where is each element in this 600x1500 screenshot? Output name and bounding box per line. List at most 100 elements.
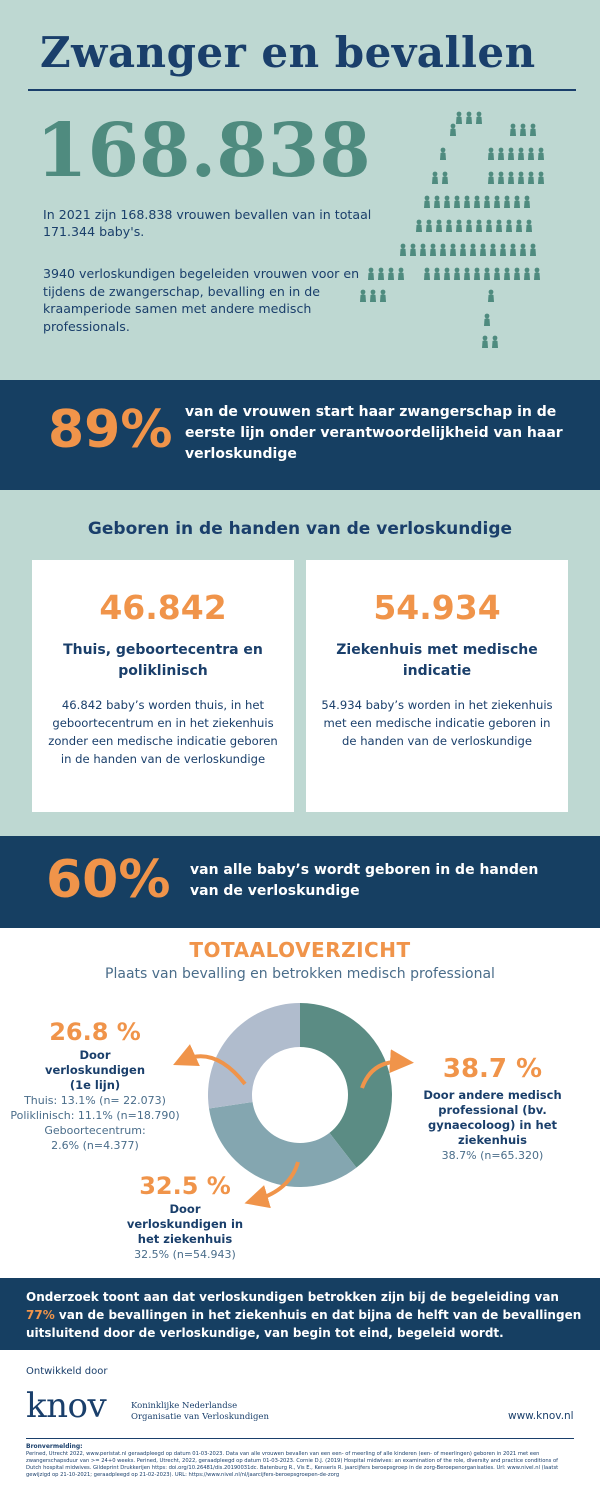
- donut-slice-2: [208, 1003, 300, 1109]
- figure-icon: [488, 171, 494, 184]
- label-detail: 38.7% (n=65.320): [441, 1149, 544, 1162]
- figure-icon: [378, 267, 384, 280]
- figure-icon: [526, 219, 532, 232]
- figure-icon: [494, 195, 500, 208]
- figure-icon: [482, 335, 488, 348]
- knov-logo: knov: [26, 1386, 107, 1426]
- figure-icon: [514, 267, 520, 280]
- figure-icon: [370, 289, 376, 302]
- figure-icon: [538, 171, 544, 184]
- figure-icon: [514, 195, 520, 208]
- header-section: [0, 0, 600, 380]
- overview-title: TOTAALOVERZICHT: [189, 938, 411, 962]
- figure-icon: [504, 267, 510, 280]
- figure-icon: [488, 147, 494, 160]
- developed-by: Ontwikkeld door: [26, 1366, 108, 1377]
- figure-icon: [534, 267, 540, 280]
- card-subtitle: Thuis, geboortecentra en poliklinisch: [63, 642, 263, 679]
- first-line-percent: 89%: [48, 400, 173, 460]
- figure-icon: [430, 243, 436, 256]
- figure-icon: [470, 243, 476, 256]
- figure-icon: [484, 267, 490, 280]
- figure-icon: [434, 267, 440, 280]
- figure-icon: [520, 123, 526, 136]
- figure-icon: [464, 195, 470, 208]
- figure-icon: [456, 111, 462, 124]
- card-hospital-birth: 54.934 Ziekenhuis met medische indicatie…: [306, 560, 568, 812]
- label-heading: Door verloskundigen (1e lijn): [44, 1048, 146, 1092]
- label-percent: 38.7 %: [442, 1054, 543, 1084]
- figure-icon: [520, 243, 526, 256]
- sources-heading: Bronvermelding:: [26, 1443, 83, 1450]
- figure-icon: [538, 147, 544, 160]
- figure-icon: [434, 195, 440, 208]
- figure-icon: [426, 219, 432, 232]
- figure-icon: [360, 289, 366, 302]
- first-line-band: [0, 380, 600, 490]
- donut-slice-0: [300, 1003, 393, 1168]
- label-percent: 32.5 %: [139, 1172, 231, 1200]
- label-detail: 32.5% (n=54.943): [134, 1248, 236, 1261]
- figure-icon: [466, 111, 472, 124]
- research-band: [0, 1278, 600, 1350]
- card-subtitle: Ziekenhuis met medische indicatie: [336, 642, 538, 679]
- figure-icon: [388, 267, 394, 280]
- figure-icon: [516, 219, 522, 232]
- card-description: 54.934 baby’s worden in het ziekenhuis m…: [321, 698, 553, 748]
- figure-icon: [424, 195, 430, 208]
- figure-icon: [508, 171, 514, 184]
- logo-tagline: Koninklijke Nederlandse Organisatie van …: [131, 1401, 269, 1423]
- figure-icon: [474, 267, 480, 280]
- figure-icon: [460, 243, 466, 256]
- born-title: Geboren in de handen van de verloskundig…: [87, 519, 513, 539]
- figure-icon: [498, 147, 504, 160]
- arrow-hospital-icon: [244, 1161, 300, 1209]
- figure-icon: [524, 195, 530, 208]
- label-detail: Geboortecentrum: 2.6% (n=4.377): [44, 1124, 146, 1152]
- figure-icon: [454, 195, 460, 208]
- figure-icon: [484, 313, 490, 326]
- figure-icon: [480, 243, 486, 256]
- figure-icon: [508, 147, 514, 160]
- figure-icon: [510, 243, 516, 256]
- figure-icon: [380, 289, 386, 302]
- total-births-number: 168.838: [36, 108, 371, 194]
- figure-icon: [506, 219, 512, 232]
- figure-icon: [410, 243, 416, 256]
- figure-icon: [424, 267, 430, 280]
- label-first-line: 26.8 % Door verloskundigen (1e lijn) Thu…: [10, 1018, 180, 1153]
- card-number: 54.934: [373, 588, 501, 627]
- figure-icon: [530, 123, 536, 136]
- website-link[interactable]: www.knov.nl: [508, 1410, 574, 1422]
- label-hospital-midwives: 32.5 % Door verloskundigen in het zieken…: [90, 1172, 280, 1262]
- figure-icon: [496, 219, 502, 232]
- label-heading: Door andere medisch professional (bv. gy…: [423, 1088, 562, 1147]
- arrows-decoration: [173, 1044, 414, 1209]
- midwife-hands-text: van alle baby’s wordt geboren in de hand…: [190, 862, 539, 899]
- figure-icon: [518, 147, 524, 160]
- figure-icon: [440, 243, 446, 256]
- figure-icon: [476, 219, 482, 232]
- research-text-start: Onderzoek toont aan dat verloskundigen b…: [26, 1290, 559, 1304]
- figure-icon: [450, 123, 456, 136]
- card-home-birth: 46.842 Thuis, geboortecentra en poliklin…: [32, 560, 294, 812]
- figure-icon: [466, 219, 472, 232]
- figure-icon: [484, 195, 490, 208]
- card-description: 46.842 baby’s worden thuis, in het geboo…: [48, 698, 278, 766]
- donut-chart: [208, 1003, 393, 1187]
- title-divider: [28, 89, 576, 91]
- figure-icon: [498, 171, 504, 184]
- figure-icon: [488, 289, 494, 302]
- figure-icon: [454, 267, 460, 280]
- footer-divider: [26, 1438, 574, 1439]
- figure-icon: [494, 267, 500, 280]
- figure-icon: [450, 243, 456, 256]
- logo-tagline-line2: Organisatie van Verloskundigen: [131, 1412, 269, 1422]
- overview-subtitle: Plaats van bevalling en betrokken medisc…: [105, 966, 495, 982]
- arrow-other-icon: [360, 1049, 414, 1089]
- figure-icon: [528, 171, 534, 184]
- midwife-hands-band: [0, 836, 600, 928]
- figure-icon: [464, 267, 470, 280]
- figure-icon: [400, 243, 406, 256]
